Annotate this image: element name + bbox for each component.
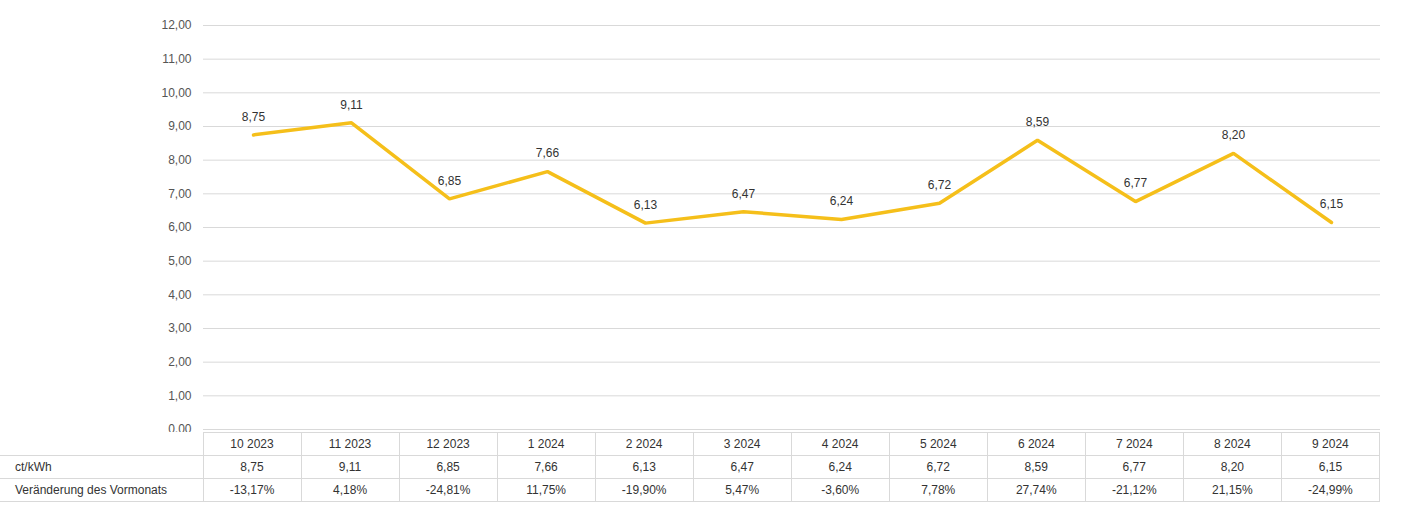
html-text:11 2023: 11 2023 <box>328 437 372 451</box>
svg-text:1,00: 1,00 <box>168 389 192 403</box>
html-text:21,15%: 21,15% <box>1212 483 1253 497</box>
html-text:-24,99%: -24,99% <box>1308 483 1353 497</box>
svg-text:9,11: 9,11 <box>340 98 363 112</box>
html-text:6,72: 6,72 <box>926 460 950 474</box>
html-text:5 2024: 5 2024 <box>919 437 957 451</box>
html-text:8 2024: 8 2024 <box>1214 437 1251 451</box>
svg-text:12,00: 12,00 <box>161 18 191 32</box>
svg-text:8,20: 8,20 <box>1222 128 1246 142</box>
html-text:6,47: 6,47 <box>730 460 754 474</box>
svg-text:2,00: 2,00 <box>168 355 192 369</box>
html-text:6 2024: 6 2024 <box>1017 437 1055 451</box>
svg-text:6,72: 6,72 <box>928 178 952 192</box>
svg-text:4,00: 4,00 <box>168 288 192 302</box>
html-text:6,77: 6,77 <box>1122 460 1146 474</box>
html-text:6,15: 6,15 <box>1318 460 1343 474</box>
svg-text:6,85: 6,85 <box>438 174 462 188</box>
html-text:1 2024: 1 2024 <box>527 437 565 451</box>
html-text:-3,60%: -3,60% <box>821 483 860 497</box>
html-text:7,66: 7,66 <box>534 460 558 474</box>
html-text:10 2023: 10 2023 <box>230 437 274 451</box>
html-text:9 2024: 9 2024 <box>1312 437 1349 451</box>
svg-text:5,00: 5,00 <box>168 254 192 268</box>
html-text:6,13: 6,13 <box>632 460 656 474</box>
html-text:12 2023: 12 2023 <box>426 437 470 451</box>
html-text:4,18%: 4,18% <box>333 483 368 497</box>
svg-text:6,24: 6,24 <box>830 194 854 208</box>
html-text:-13,17%: -13,17% <box>229 483 275 497</box>
html-text:7 2024: 7 2024 <box>1115 437 1153 451</box>
html-text:6,85: 6,85 <box>436 460 460 474</box>
svg-text:6,77: 6,77 <box>1124 176 1148 190</box>
html-text:27,74%: 27,74% <box>1015 483 1057 497</box>
html-text:-24,81%: -24,81% <box>425 483 471 497</box>
html-text:6,24: 6,24 <box>828 460 852 474</box>
svg-text:11,00: 11,00 <box>162 52 191 66</box>
html-text:ct/kWh: ct/kWh <box>15 460 52 474</box>
svg-text:8,75: 8,75 <box>242 110 266 124</box>
svg-text:6,13: 6,13 <box>634 198 658 212</box>
html-text:8,20: 8,20 <box>1220 460 1244 474</box>
svg-text:7,00: 7,00 <box>168 187 192 201</box>
svg-text:6,47: 6,47 <box>732 187 756 201</box>
svg-text:0,00: 0,00 <box>168 422 192 432</box>
html-text:-21,12%: -21,12% <box>1111 483 1157 497</box>
html-text:-19,90%: -19,90% <box>621 483 667 497</box>
svg-text:7,66: 7,66 <box>536 146 560 160</box>
html-text:2 2024: 2 2024 <box>625 437 663 451</box>
html-text:3 2024: 3 2024 <box>723 437 761 451</box>
svg-text:9,00: 9,00 <box>168 119 192 133</box>
svg-text:10,00: 10,00 <box>161 86 191 100</box>
svg-text:6,00: 6,00 <box>168 220 192 234</box>
html-text:5,47%: 5,47% <box>725 483 760 497</box>
html-text:9,11: 9,11 <box>338 460 362 474</box>
svg-text:8,00: 8,00 <box>168 153 192 167</box>
svg-text:6,15: 6,15 <box>1320 197 1344 211</box>
html-text:7,78%: 7,78% <box>921 483 956 497</box>
html-text:11,75%: 11,75% <box>526 483 566 497</box>
svg-text:8,59: 8,59 <box>1026 115 1050 129</box>
svg-text:3,00: 3,00 <box>168 321 192 335</box>
html-text:8,59: 8,59 <box>1024 460 1048 474</box>
html-text:Veränderung des Vormonats: Veränderung des Vormonats <box>15 483 168 497</box>
html-text:8,75: 8,75 <box>240 460 264 474</box>
html-text:4 2024: 4 2024 <box>821 437 859 451</box>
